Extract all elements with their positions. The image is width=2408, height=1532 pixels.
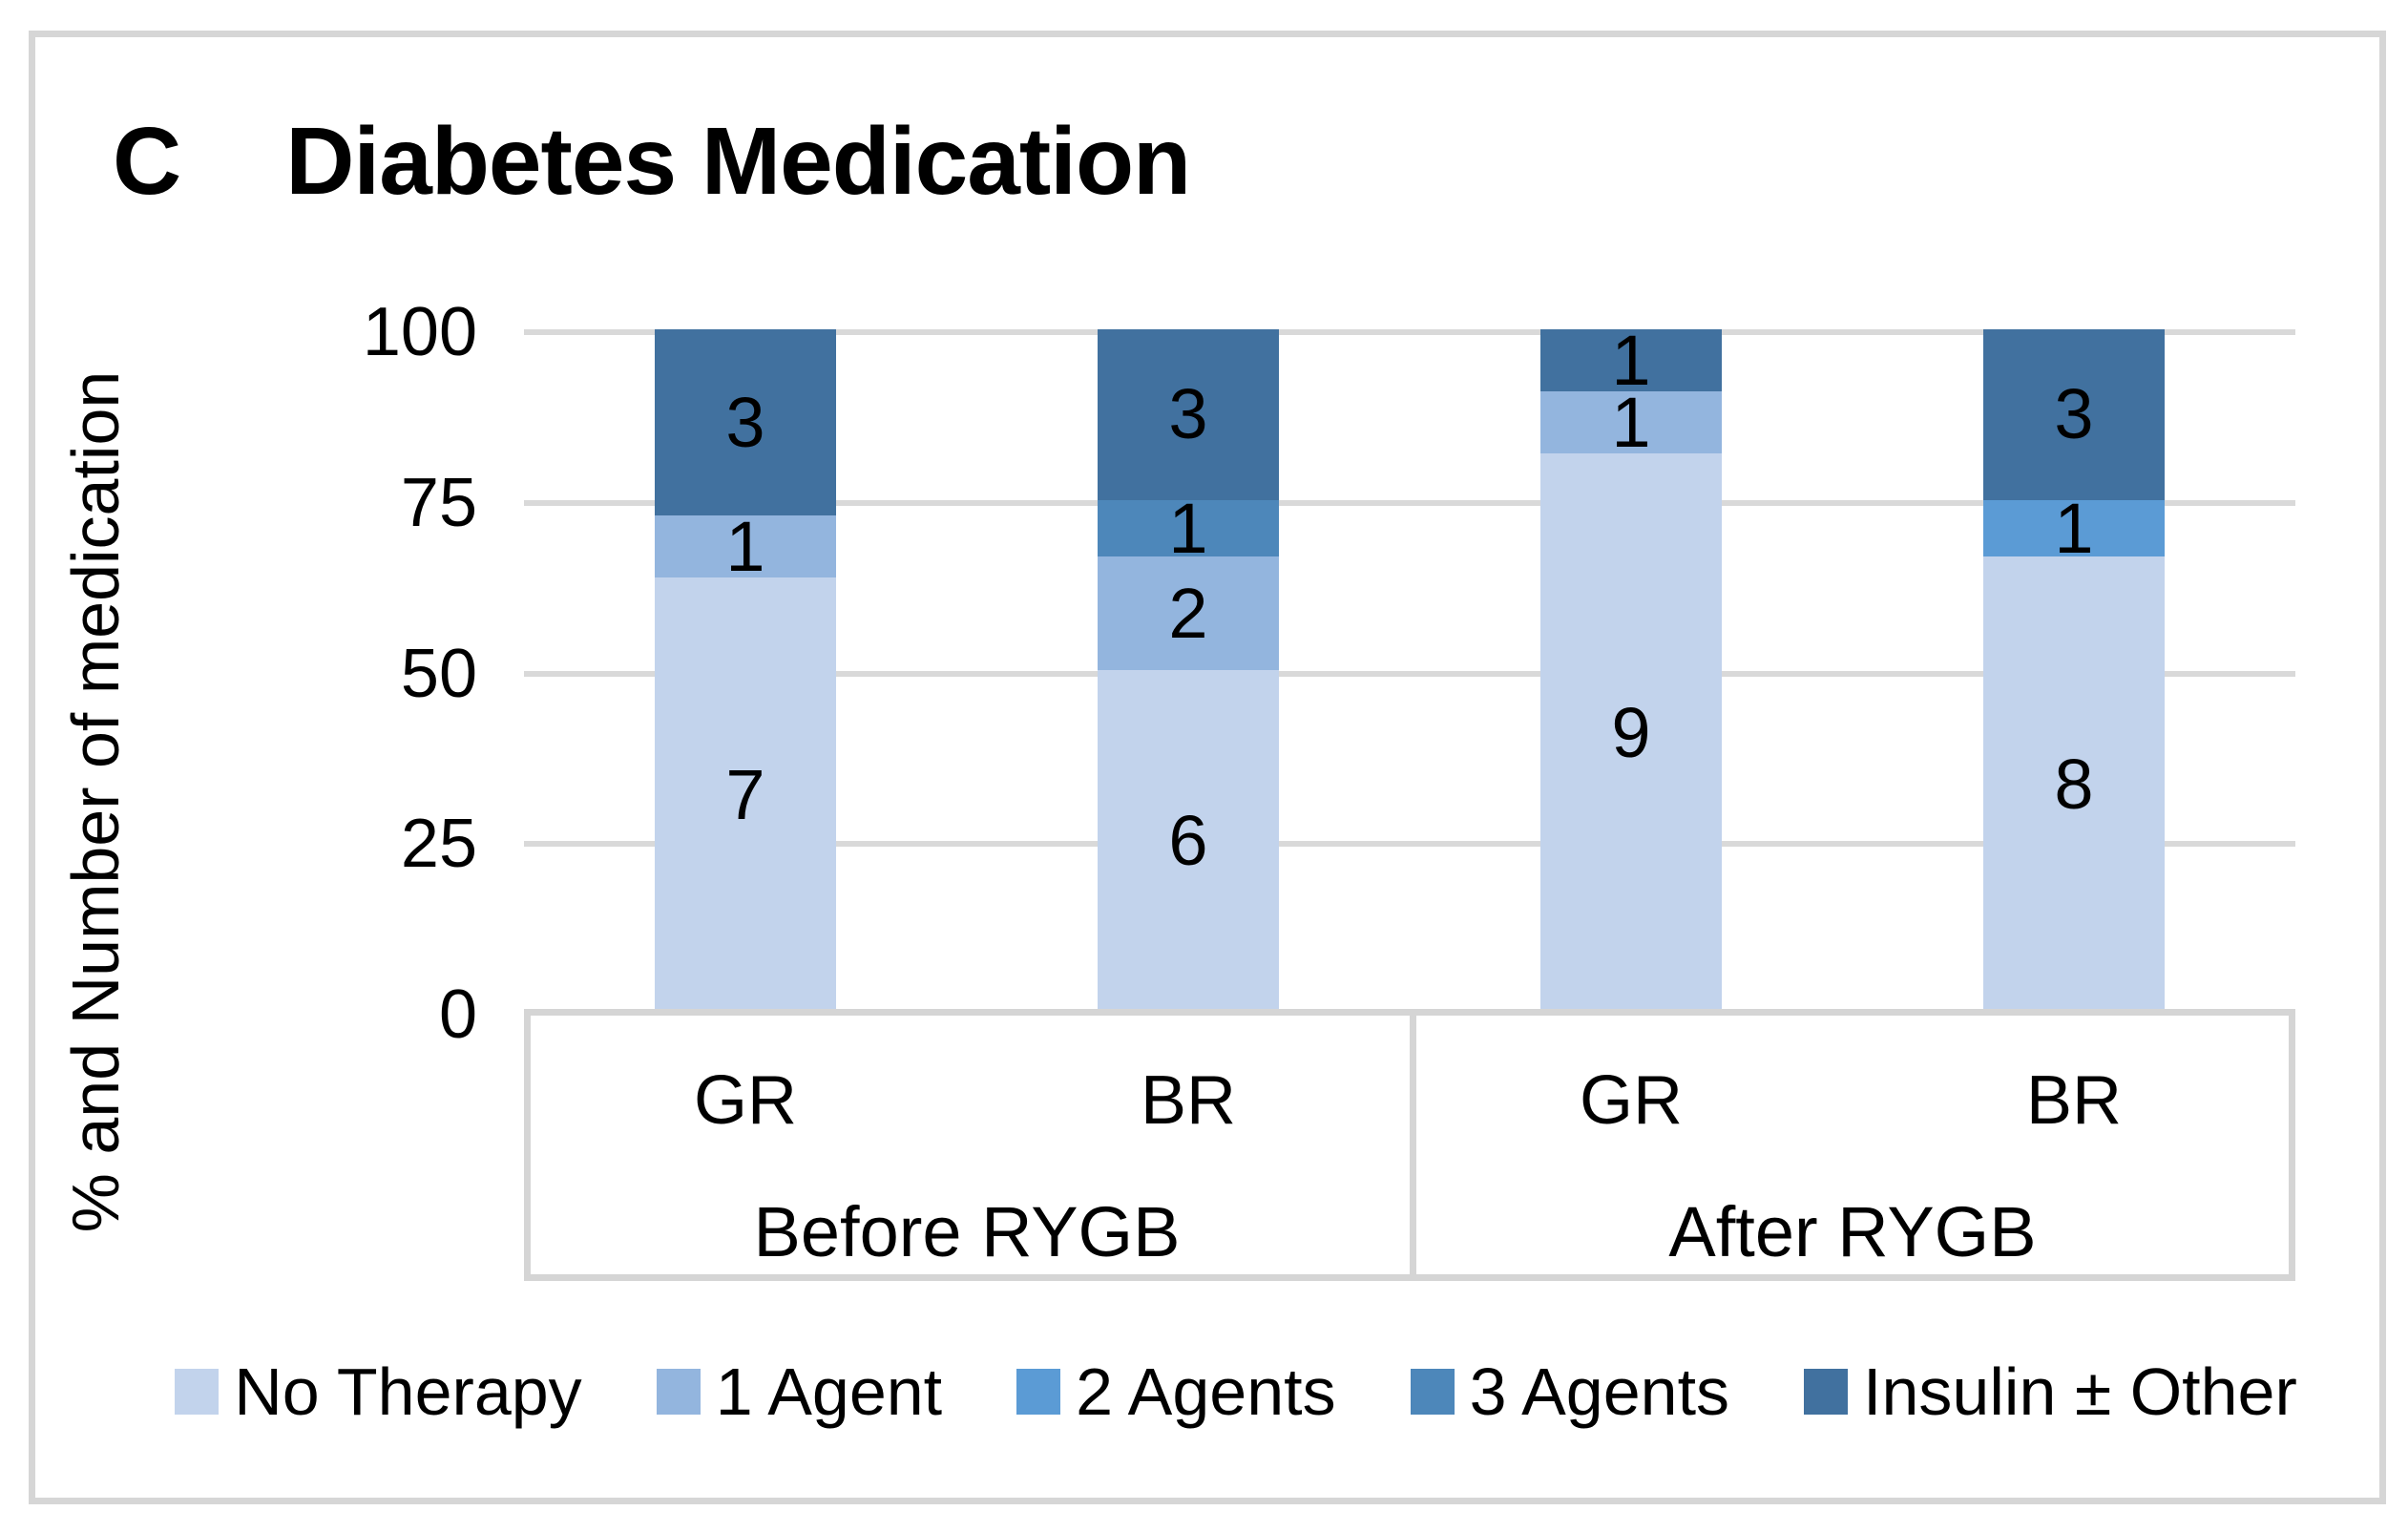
- bar-value-label: 2: [1168, 573, 1208, 653]
- bar-segment-insulin-other: 3: [1983, 329, 2165, 500]
- legend-swatch-1-agent: [656, 1369, 701, 1415]
- group-divider-line: [1410, 1009, 1416, 1281]
- bar-value-label: 3: [725, 382, 765, 462]
- legend-label-no-therapy: No Therapy: [234, 1354, 582, 1429]
- bar-value-label: 3: [2054, 374, 2094, 454]
- legend-item-insulin-other: Insulin ± Other: [1804, 1354, 2297, 1430]
- gridline-100: [524, 329, 2295, 335]
- bar-segment-3-agents: 1: [1098, 493, 1279, 563]
- legend: No Therapy 1 Agent 2 Agents 3 Agents Ins…: [175, 1354, 2297, 1430]
- legend-swatch-insulin-other: [1804, 1369, 1849, 1415]
- bar-value-label: 9: [1611, 692, 1651, 772]
- legend-swatch-3-agents: [1410, 1369, 1455, 1415]
- bar-segment-insulin-other: 1: [1540, 325, 1722, 395]
- bar-value-label: 1: [1611, 382, 1651, 462]
- legend-item-no-therapy: No Therapy: [175, 1354, 582, 1430]
- bar-segment-no-therapy: 9: [1540, 453, 1722, 1012]
- bar-segment-insulin-other: 3: [655, 329, 836, 515]
- y-tick-25: 25: [400, 806, 477, 882]
- legend-item-2-agents: 2 Agents: [1016, 1354, 1336, 1430]
- y-tick-50: 50: [400, 636, 477, 712]
- legend-label-2-agents: 2 Agents: [1076, 1354, 1336, 1429]
- bar-segment-1-agent: 1: [1540, 387, 1722, 457]
- group-label-after-rygb: After RYGB: [1668, 1192, 2037, 1271]
- bar-value-label: 1: [725, 506, 765, 586]
- category-label-gr-after: GR: [1580, 1062, 1683, 1139]
- stacked-bar-br-after: 3 1 8: [1983, 329, 2165, 1012]
- chart-title: Diabetes Medication: [285, 108, 1191, 215]
- gridline-50: [524, 671, 2295, 677]
- gridline-25: [524, 841, 2295, 847]
- legend-swatch-no-therapy: [175, 1369, 220, 1415]
- bar-segment-insulin-other: 3: [1098, 329, 1279, 500]
- legend-item-3-agents: 3 Agents: [1410, 1354, 1730, 1430]
- bar-segment-no-therapy: 8: [1983, 556, 2165, 1012]
- y-tick-100: 100: [362, 294, 477, 370]
- group-label-before-rygb: Before RYGB: [753, 1192, 1181, 1271]
- legend-label-insulin-other: Insulin ± Other: [1863, 1354, 2297, 1429]
- gridline-75: [524, 500, 2295, 506]
- bar-segment-1-agent: 1: [655, 511, 836, 581]
- category-label-gr-before: GR: [694, 1062, 797, 1139]
- category-label-br-before: BR: [1140, 1062, 1237, 1139]
- bar-value-label: 1: [2054, 488, 2094, 568]
- bar-value-label: 3: [1168, 374, 1208, 454]
- bar-value-label: 6: [1168, 801, 1208, 881]
- bar-value-label: 7: [725, 754, 765, 834]
- y-tick-0: 0: [438, 976, 477, 1053]
- y-axis-title: % and Number of medication: [58, 370, 133, 1233]
- legend-label-1-agent: 1 Agent: [715, 1354, 943, 1429]
- y-tick-75: 75: [400, 465, 477, 541]
- panel-letter: C: [113, 108, 181, 215]
- bar-value-label: 8: [2054, 744, 2094, 824]
- bar-segment-no-therapy: 6: [1098, 670, 1279, 1012]
- bar-value-label: 1: [1611, 320, 1651, 400]
- bar-segment-1-agent: 2: [1098, 556, 1279, 671]
- legend-label-3-agents: 3 Agents: [1469, 1354, 1730, 1429]
- legend-swatch-2-agents: [1016, 1369, 1061, 1415]
- bar-segment-2-agents: 1: [1983, 493, 2165, 563]
- stacked-bar-gr-before: 3 1 7: [655, 329, 836, 1012]
- chart-title-row: C Diabetes Medication: [113, 107, 1191, 217]
- legend-item-1-agent: 1 Agent: [656, 1354, 943, 1430]
- category-label-br-after: BR: [2025, 1062, 2123, 1139]
- bar-value-label: 1: [1168, 488, 1208, 568]
- bar-segment-no-therapy: 7: [655, 577, 836, 1012]
